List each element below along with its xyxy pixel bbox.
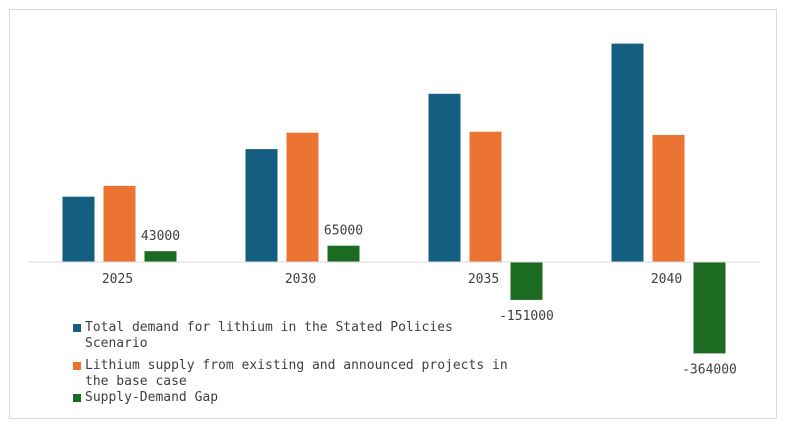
chart-area	[9, 9, 777, 419]
legend-label-gap: Supply-Demand Gap	[85, 390, 219, 405]
bar-s1-2030	[286, 132, 319, 262]
bar-s2-2035	[510, 262, 543, 300]
legend-label-supply: Lithium supply from existing and announc…	[85, 358, 508, 389]
bar-s1-2035	[469, 131, 502, 262]
bar-s1-2040	[652, 135, 685, 262]
bar-s0-2040	[611, 43, 644, 262]
x-tick-label-2035: 2035	[468, 272, 499, 287]
legend: Total demand for lithium in the Stated P…	[73, 320, 513, 406]
data-labels: 43000 65000 -151000 -364000	[141, 224, 737, 378]
data-label-2030: 65000	[324, 224, 363, 239]
x-tick-label-2040: 2040	[651, 272, 682, 287]
bar-s1-2025	[103, 185, 136, 262]
legend-item-demand: Total demand for lithium in the Stated P…	[73, 320, 513, 352]
legend-item-supply: Lithium supply from existing and announc…	[73, 358, 513, 390]
data-label-2040: -364000	[682, 362, 737, 377]
x-tick-label-2030: 2030	[285, 272, 316, 287]
legend-swatch-supply	[73, 362, 81, 370]
bar-s0-2030	[245, 149, 278, 262]
x-tick-label-2025: 2025	[102, 272, 133, 287]
bar-s0-2035	[428, 93, 461, 262]
legend-label-demand: Total demand for lithium in the Stated P…	[85, 320, 453, 351]
x-tick-labels: 2025 2030 2035 2040	[102, 272, 682, 287]
legend-swatch-demand	[73, 324, 81, 332]
legend-item-gap: Supply-Demand Gap	[73, 390, 513, 406]
bar-s2-2040	[693, 262, 726, 354]
legend-swatch-gap	[73, 394, 81, 402]
bar-s2-2030	[327, 245, 360, 262]
bar-s0-2025	[62, 196, 95, 262]
bar-s2-2025	[144, 251, 177, 262]
data-label-2035: -151000	[499, 309, 554, 324]
bars-layer	[62, 43, 726, 354]
data-label-2025: 43000	[141, 229, 180, 244]
